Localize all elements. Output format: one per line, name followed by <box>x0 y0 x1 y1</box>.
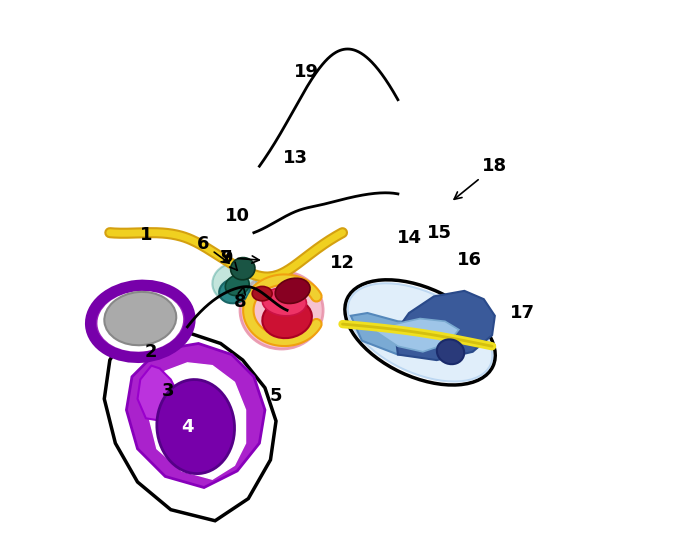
Polygon shape <box>138 366 179 421</box>
Text: 10: 10 <box>225 207 250 225</box>
Text: 12: 12 <box>330 254 355 272</box>
Text: 1: 1 <box>140 227 152 244</box>
Ellipse shape <box>219 279 250 303</box>
Polygon shape <box>351 313 470 357</box>
Text: 7: 7 <box>220 249 238 270</box>
Text: 13: 13 <box>283 149 308 167</box>
Text: 19: 19 <box>294 63 319 81</box>
Text: 8: 8 <box>234 287 247 311</box>
Polygon shape <box>127 343 265 488</box>
Ellipse shape <box>345 280 495 385</box>
Text: 3: 3 <box>162 382 174 399</box>
Ellipse shape <box>99 293 182 350</box>
Text: 16: 16 <box>458 252 482 269</box>
Polygon shape <box>373 319 459 352</box>
Ellipse shape <box>262 288 306 316</box>
Text: 2: 2 <box>145 343 158 361</box>
Ellipse shape <box>90 285 190 357</box>
Polygon shape <box>104 327 276 521</box>
Ellipse shape <box>348 283 493 382</box>
Text: 14: 14 <box>397 229 421 247</box>
Ellipse shape <box>262 299 312 338</box>
Ellipse shape <box>231 258 255 280</box>
Text: 18: 18 <box>454 157 508 199</box>
Ellipse shape <box>90 285 190 357</box>
Ellipse shape <box>240 271 323 349</box>
Ellipse shape <box>104 292 176 345</box>
Ellipse shape <box>437 340 464 364</box>
Polygon shape <box>149 363 245 479</box>
Text: 11: 11 <box>280 229 305 247</box>
Text: 17: 17 <box>510 304 535 322</box>
Text: 5: 5 <box>270 387 282 405</box>
Polygon shape <box>395 291 495 360</box>
Text: 6: 6 <box>197 235 229 263</box>
Text: 4: 4 <box>181 418 194 435</box>
Ellipse shape <box>275 278 310 304</box>
Ellipse shape <box>157 379 234 474</box>
Ellipse shape <box>225 275 249 296</box>
Text: 9: 9 <box>220 249 259 266</box>
Text: 15: 15 <box>427 224 452 242</box>
Ellipse shape <box>252 286 272 301</box>
Ellipse shape <box>212 263 257 302</box>
